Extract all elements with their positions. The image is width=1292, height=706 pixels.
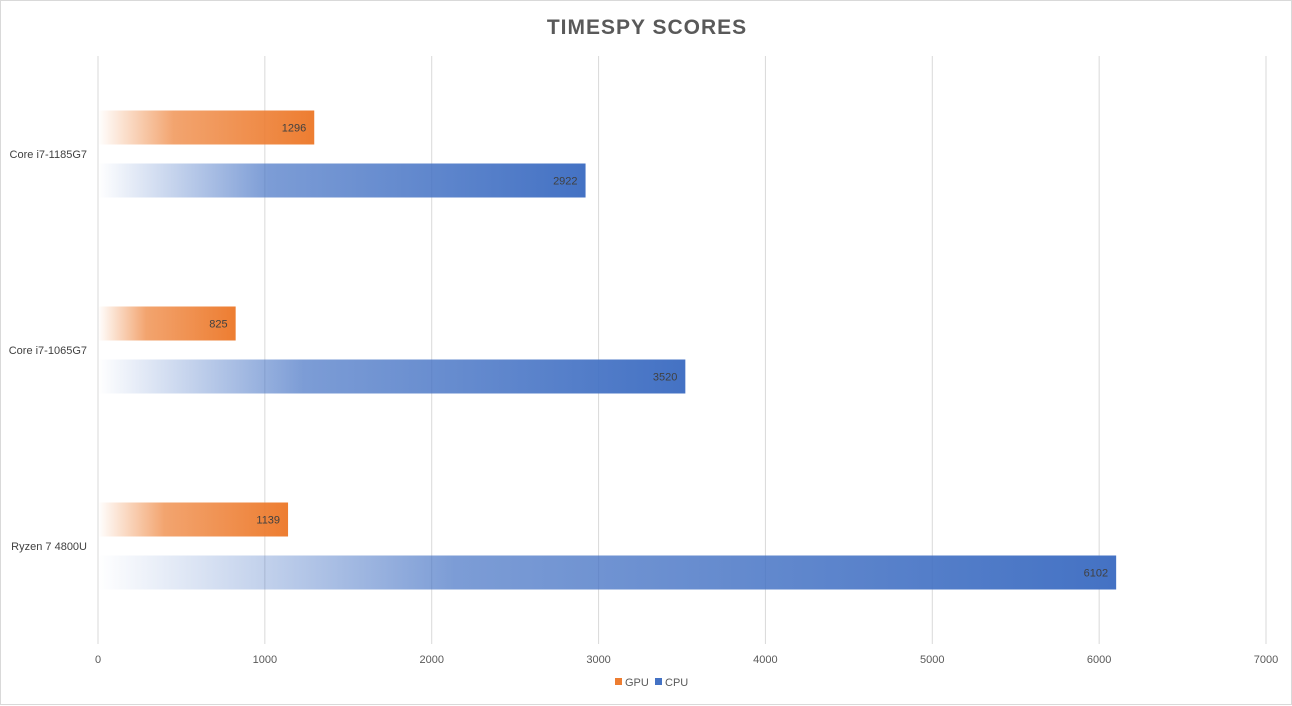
data-label: 6102 (1084, 568, 1108, 580)
data-label: 1296 (282, 123, 306, 135)
data-label: 825 (209, 319, 227, 331)
bar-cpu (98, 163, 586, 198)
bar-cpu (98, 555, 1117, 590)
axes: 0 1000 2000 3000 4000 5000 6000 7000 Core i7-118… (9, 56, 1278, 666)
legend-swatch-gpu (615, 678, 622, 685)
category-label: Core i7-1065G7 (9, 345, 87, 357)
legend-label-cpu: CPU (665, 677, 688, 689)
gridlines (97, 56, 1267, 644)
data-labels: 1296 2922 825 3520 1139 6102 (209, 123, 1108, 580)
legend-label-gpu: GPU (625, 677, 649, 689)
bars (98, 110, 1117, 590)
legend-swatch-cpu (655, 678, 662, 685)
bar-cpu (98, 359, 686, 394)
x-tick-label: 5000 (920, 654, 944, 666)
x-tick-label: 3000 (586, 654, 610, 666)
x-tick-label: 0 (95, 654, 101, 666)
bar-gpu (98, 502, 289, 537)
x-tick-label: 2000 (419, 654, 443, 666)
x-tick-label: 4000 (753, 654, 777, 666)
bar-gpu (98, 306, 236, 341)
x-tick-label: 1000 (253, 654, 277, 666)
category-label: Core i7-1185G7 (10, 149, 87, 161)
bar-gpu (98, 110, 315, 145)
chart-title: TIMESPY SCORES (547, 16, 747, 39)
category-label: Ryzen 7 4800U (11, 541, 87, 553)
data-label: 2922 (553, 176, 577, 188)
x-tick-label: 6000 (1087, 654, 1111, 666)
data-label: 3520 (653, 372, 677, 384)
data-label: 1139 (256, 515, 280, 527)
legend: GPU CPU (615, 677, 688, 689)
x-tick-label: 7000 (1254, 654, 1278, 666)
